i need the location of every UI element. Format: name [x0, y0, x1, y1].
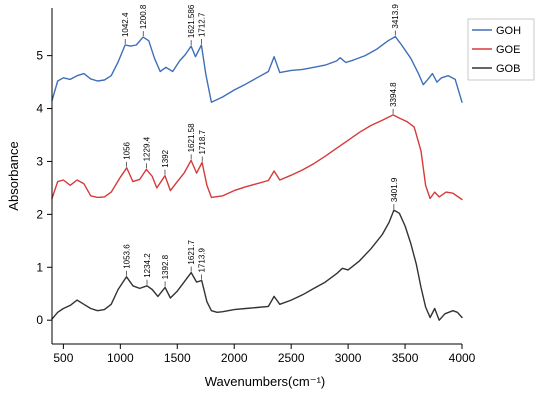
y-tick-label: 1: [36, 260, 43, 274]
legend: GOH GOE GOB: [467, 18, 535, 81]
x-tick-label: 4000: [449, 351, 476, 365]
series-line-goe: [51, 114, 463, 201]
y-tick-label: 5: [36, 49, 43, 63]
legend-label-goh: GOH: [496, 25, 521, 37]
peak-label: 1718.7: [198, 129, 207, 154]
x-axis-title: Wavenumbers(cm⁻¹): [205, 374, 326, 389]
y-tick-label: 3: [36, 154, 43, 168]
peak-label: 1392: [161, 149, 170, 167]
x-tick-label: 1000: [107, 351, 134, 365]
x-tick-label: 500: [53, 351, 73, 365]
x-tick-label: 3500: [392, 351, 419, 365]
peak-label: 3401.9: [390, 177, 399, 202]
y-axis-title: Absorbance: [6, 141, 21, 210]
series-layer: [51, 35, 463, 321]
peak-label: 1621.7: [187, 240, 196, 265]
x-tick-label: 3000: [335, 351, 362, 365]
peak-label: 1200.8: [139, 4, 148, 29]
x-tick-label: 2000: [221, 351, 248, 365]
peak-label: 1053.6: [122, 244, 131, 269]
peak-label: 1392.8: [161, 254, 170, 279]
peak-label: 3394.8: [389, 82, 398, 107]
peak-label: 1229.4: [142, 136, 151, 161]
legend-label-gob: GOB: [496, 63, 520, 75]
x-tick-label: 2500: [278, 351, 305, 365]
legend-label-goe: GOE: [496, 44, 520, 56]
series-line-goh: [51, 35, 463, 103]
annotation-layer: 1042.4 1200.8 1621.586 1712.7 3413.9 1056 1229…: [121, 4, 400, 287]
peak-label: 1621.58: [187, 123, 196, 152]
peak-label: 3413.9: [391, 4, 400, 29]
series-line-gob: [51, 209, 463, 321]
x-tick-label: 1500: [164, 351, 191, 365]
y-tick-label: 2: [36, 207, 43, 221]
peak-label: 1042.4: [121, 12, 130, 37]
y-tick-label: 0: [36, 313, 43, 327]
peak-label: 1234.2: [143, 253, 152, 278]
y-tick-label: 4: [36, 102, 43, 116]
peak-label: 1712.7: [198, 12, 207, 37]
peak-label: 1056: [123, 141, 132, 159]
peak-label: 1621.586: [187, 4, 196, 38]
axes-layer: 500 1000 1500 2000 2500 3000 3500 4000 0 1 2 3 4 5: [36, 8, 476, 365]
peak-label: 1713.9: [198, 247, 207, 272]
